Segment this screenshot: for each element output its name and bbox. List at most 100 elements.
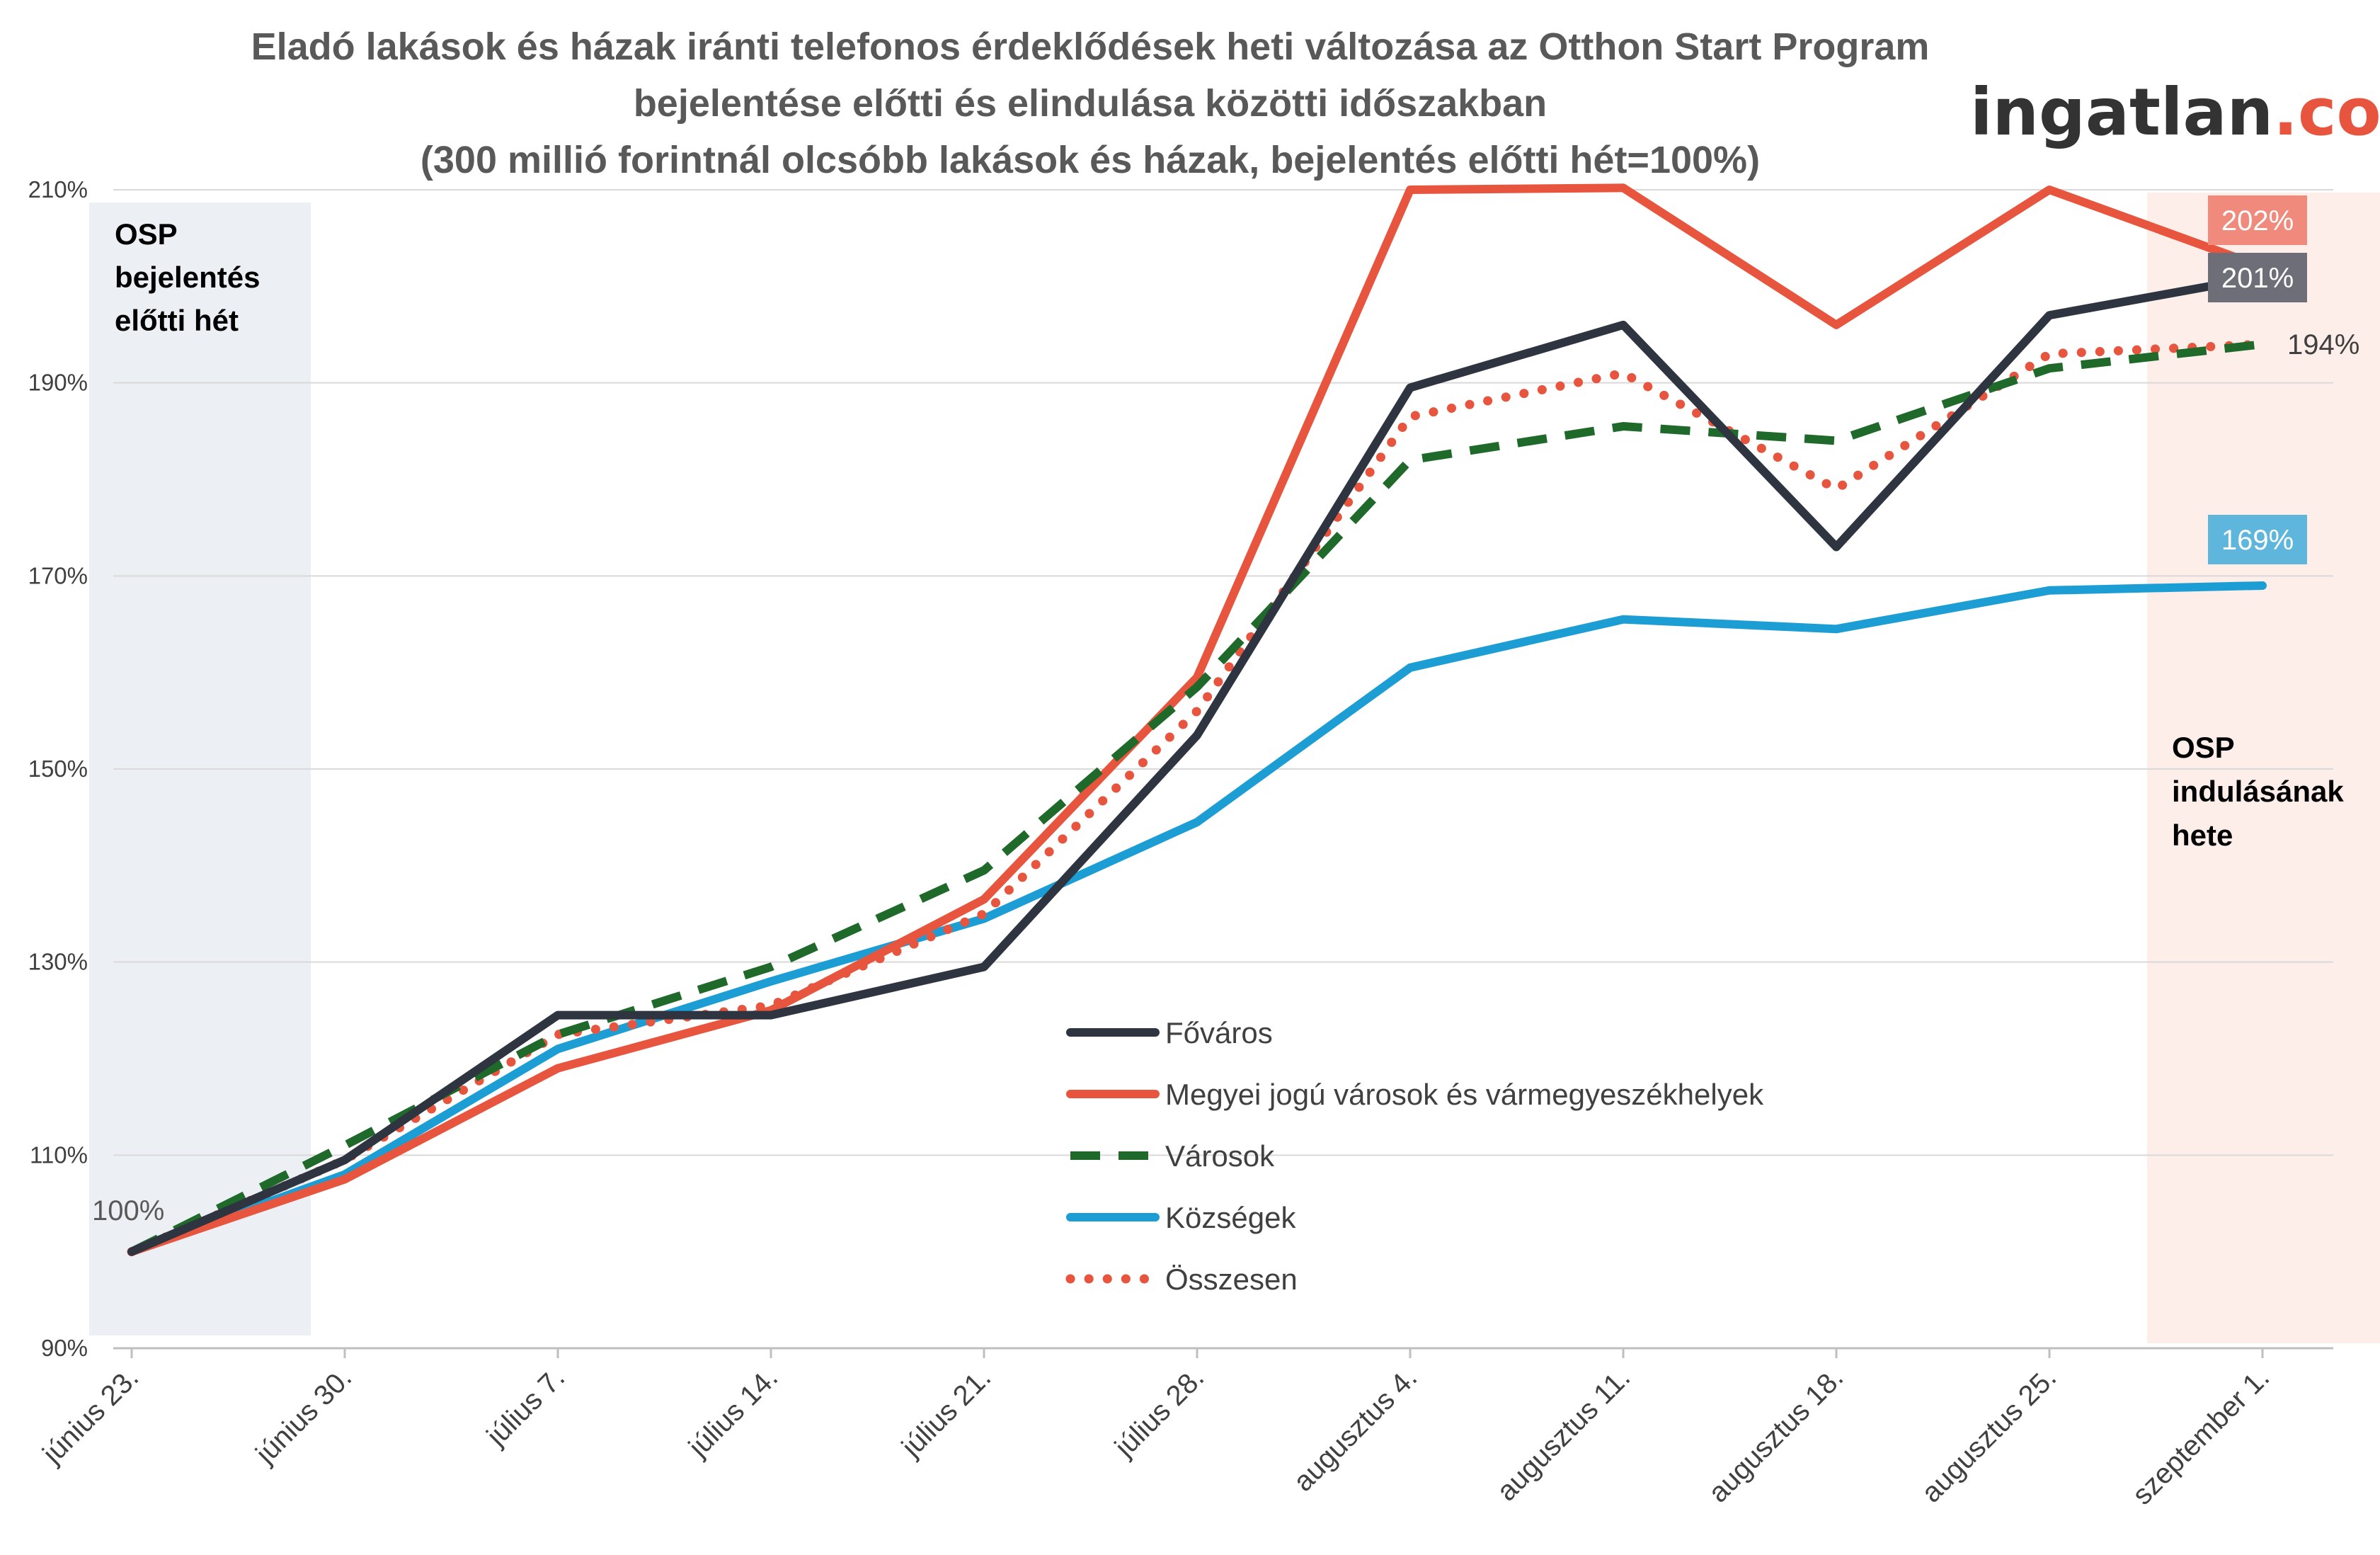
data-point bbox=[1196, 821, 1198, 823]
data-point bbox=[1836, 546, 1837, 547]
band-left-label: előtti hét bbox=[115, 304, 239, 337]
x-tick-label: július 21. bbox=[896, 1362, 997, 1463]
chart-title: Eladó lakások és házak iránti telefonos … bbox=[251, 25, 1930, 181]
x-tick-label: július 28. bbox=[1109, 1362, 1210, 1463]
data-point bbox=[557, 1015, 559, 1016]
data-point bbox=[1623, 619, 1624, 620]
y-tick-label: 90% bbox=[41, 1335, 88, 1361]
y-tick-label: 110% bbox=[30, 1141, 88, 1168]
data-point bbox=[2049, 368, 2050, 369]
data-point bbox=[1623, 426, 1624, 427]
data-point bbox=[1836, 489, 1837, 490]
legend: Főváros Megyei jogú városok és vármegyesz… bbox=[1065, 1016, 1764, 1296]
end-value-label: 194% bbox=[2287, 329, 2359, 360]
data-point bbox=[1409, 460, 1411, 461]
legend-entry: Városok bbox=[1165, 1139, 1275, 1173]
x-tick-label: augusztus 4. bbox=[1288, 1362, 1424, 1498]
brand-logo-main: ingatlan bbox=[1970, 74, 2273, 150]
data-point bbox=[2049, 353, 2050, 355]
data-point bbox=[983, 966, 985, 967]
data-point bbox=[983, 870, 985, 871]
data-point bbox=[1623, 324, 1624, 326]
series-line-3 bbox=[127, 581, 2267, 1256]
data-point bbox=[770, 966, 772, 967]
y-tick-label: 210% bbox=[28, 176, 88, 203]
chart-title-line: (300 millió forintnál olcsóbb lakások és… bbox=[420, 139, 1760, 181]
x-tick-label: július 7. bbox=[481, 1362, 571, 1452]
y-axis: 90% 110% 130% 150% 170% 190% 210% bbox=[28, 176, 88, 1361]
band-left-label: bejelentés bbox=[115, 261, 260, 294]
end-value-label: 201% bbox=[2221, 263, 2294, 294]
data-point bbox=[1409, 667, 1411, 668]
data-point bbox=[1623, 372, 1624, 374]
data-point bbox=[1836, 440, 1837, 441]
data-point bbox=[2049, 590, 2050, 591]
x-tick-label: szeptember 1. bbox=[2127, 1362, 2275, 1510]
series-line-0 bbox=[127, 272, 2267, 1256]
data-point bbox=[557, 1048, 559, 1049]
legend-entry: Összesen bbox=[1165, 1263, 1298, 1296]
data-point bbox=[1409, 189, 1411, 190]
data-point bbox=[770, 981, 772, 982]
brand-logo: ingatlan.com bbox=[1970, 74, 2380, 150]
data-point bbox=[1196, 686, 1198, 688]
end-value-label: 169% bbox=[2221, 525, 2294, 556]
start-value-label: 100% bbox=[92, 1195, 164, 1226]
band-right-label: indulásának bbox=[2172, 775, 2344, 808]
x-tick-label: augusztus 11. bbox=[1491, 1362, 1636, 1507]
data-point bbox=[1836, 628, 1837, 630]
data-point bbox=[2049, 189, 2050, 190]
end-value-label: 202% bbox=[2221, 205, 2294, 237]
band-launch-week bbox=[2147, 193, 2380, 1343]
data-point bbox=[344, 1178, 345, 1180]
y-tick-label: 130% bbox=[28, 949, 88, 975]
x-tick-label: augusztus 25. bbox=[1916, 1362, 2062, 1508]
band-right-label: OSP bbox=[2172, 731, 2235, 764]
data-point bbox=[983, 899, 985, 900]
data-point bbox=[557, 1068, 559, 1069]
series-lines bbox=[127, 183, 2267, 1257]
data-point bbox=[2049, 314, 2050, 316]
data-point bbox=[1409, 416, 1411, 417]
band-left-label: OSP bbox=[115, 217, 178, 251]
data-point bbox=[983, 913, 985, 915]
data-point bbox=[1196, 676, 1198, 678]
data-point bbox=[344, 1159, 345, 1161]
legend-entry: Főváros bbox=[1165, 1016, 1273, 1049]
chart-title-line: Eladó lakások és házak iránti telefonos … bbox=[251, 25, 1930, 68]
x-axis: június 23. június 30. július 7. július 14. j… bbox=[36, 1347, 2333, 1511]
end-value-box bbox=[2208, 253, 2307, 302]
data-point bbox=[1623, 187, 1624, 188]
brand-logo-suffix: .com bbox=[2273, 74, 2380, 150]
x-tick-label: június 30. bbox=[249, 1362, 357, 1470]
data-point bbox=[2262, 343, 2263, 345]
data-point bbox=[131, 1251, 132, 1253]
data-point bbox=[1836, 324, 1837, 326]
legend-entry: Megyei jogú városok és vármegyeszékhelye… bbox=[1165, 1078, 1764, 1111]
data-point bbox=[1196, 734, 1198, 736]
data-point bbox=[2262, 585, 2263, 586]
data-point bbox=[344, 1145, 345, 1146]
band-right-label: hete bbox=[2172, 819, 2233, 852]
series-line-4 bbox=[127, 339, 2267, 1257]
x-tick-label: július 14. bbox=[682, 1362, 784, 1463]
series-line-1 bbox=[127, 183, 2267, 1256]
brand-logo-text: ingatlan.com bbox=[1970, 74, 2380, 150]
y-tick-label: 150% bbox=[28, 756, 88, 782]
y-tick-label: 190% bbox=[28, 370, 88, 396]
gridlines bbox=[113, 189, 2333, 1156]
end-value-box bbox=[2208, 515, 2307, 564]
data-point bbox=[1409, 387, 1411, 388]
end-value-box bbox=[2208, 195, 2307, 245]
annotations: OSP bejelentés előtti hét OSP indulásának het… bbox=[92, 195, 2359, 1226]
series-line-2 bbox=[130, 340, 2263, 1256]
x-tick-label: augusztus 18. bbox=[1703, 1362, 1849, 1508]
data-point bbox=[770, 1015, 772, 1016]
data-point bbox=[1196, 710, 1198, 712]
legend-entry: Községek bbox=[1165, 1201, 1296, 1234]
x-tick-label: június 23. bbox=[36, 1362, 144, 1470]
chart-title-line: bejelentése előtti és elindulása közötti… bbox=[634, 82, 1547, 125]
data-point bbox=[557, 1034, 559, 1035]
y-tick-label: 170% bbox=[28, 562, 88, 588]
